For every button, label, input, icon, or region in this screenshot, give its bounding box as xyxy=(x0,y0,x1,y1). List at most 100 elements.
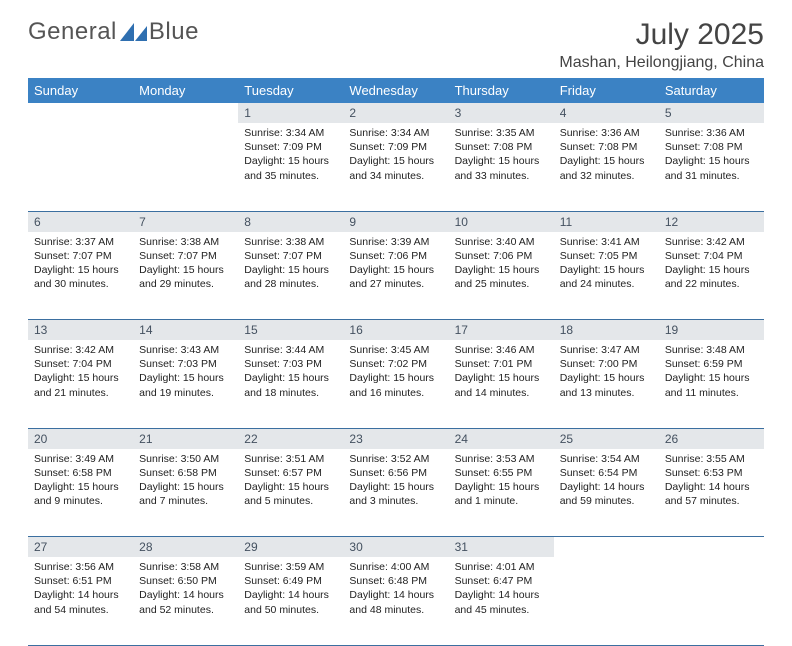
day-details: Sunrise: 3:42 AMSunset: 7:04 PMDaylight:… xyxy=(659,232,764,298)
day-number: 26 xyxy=(659,429,764,449)
day-cell: Sunrise: 3:36 AMSunset: 7:08 PMDaylight:… xyxy=(554,123,659,211)
weekday-header-row: Sunday Monday Tuesday Wednesday Thursday… xyxy=(28,78,764,103)
day-cell: Sunrise: 3:34 AMSunset: 7:09 PMDaylight:… xyxy=(238,123,343,211)
day-details: Sunrise: 3:58 AMSunset: 6:50 PMDaylight:… xyxy=(133,557,238,623)
day-number: 12 xyxy=(659,212,764,232)
weekday-header: Friday xyxy=(554,78,659,103)
sunset-text: Sunset: 6:49 PM xyxy=(244,574,337,588)
sunrise-text: Sunrise: 3:44 AM xyxy=(244,343,337,357)
daylight-text: Daylight: 15 hours and 32 minutes. xyxy=(560,154,653,182)
day-number: 31 xyxy=(449,537,554,557)
day-cell: Sunrise: 3:56 AMSunset: 6:51 PMDaylight:… xyxy=(28,557,133,645)
weekday-header: Sunday xyxy=(28,78,133,103)
sunrise-text: Sunrise: 3:58 AM xyxy=(139,560,232,574)
day-cell: Sunrise: 3:46 AMSunset: 7:01 PMDaylight:… xyxy=(449,340,554,428)
day-details: Sunrise: 3:51 AMSunset: 6:57 PMDaylight:… xyxy=(238,449,343,515)
sunrise-text: Sunrise: 3:51 AM xyxy=(244,452,337,466)
day-number: 5 xyxy=(659,103,764,123)
sail-icon xyxy=(120,23,148,41)
day-details: Sunrise: 3:37 AMSunset: 7:07 PMDaylight:… xyxy=(28,232,133,298)
weekday-header: Monday xyxy=(133,78,238,103)
sunrise-text: Sunrise: 3:43 AM xyxy=(139,343,232,357)
daylight-text: Daylight: 15 hours and 16 minutes. xyxy=(349,371,442,399)
day-details: Sunrise: 3:38 AMSunset: 7:07 PMDaylight:… xyxy=(238,232,343,298)
day-details: Sunrise: 3:56 AMSunset: 6:51 PMDaylight:… xyxy=(28,557,133,623)
day-cell: Sunrise: 3:50 AMSunset: 6:58 PMDaylight:… xyxy=(133,449,238,537)
daylight-text: Daylight: 15 hours and 9 minutes. xyxy=(34,480,127,508)
day-cell: Sunrise: 3:48 AMSunset: 6:59 PMDaylight:… xyxy=(659,340,764,428)
day-details: Sunrise: 3:40 AMSunset: 7:06 PMDaylight:… xyxy=(449,232,554,298)
sunrise-text: Sunrise: 3:38 AM xyxy=(244,235,337,249)
daylight-text: Daylight: 15 hours and 18 minutes. xyxy=(244,371,337,399)
daynum-row: 2728293031 xyxy=(28,537,764,558)
sunset-text: Sunset: 7:06 PM xyxy=(455,249,548,263)
day-number: 1 xyxy=(238,103,343,123)
day-cell: Sunrise: 3:45 AMSunset: 7:02 PMDaylight:… xyxy=(343,340,448,428)
day-details: Sunrise: 3:45 AMSunset: 7:02 PMDaylight:… xyxy=(343,340,448,406)
day-cell xyxy=(554,557,659,645)
day-details: Sunrise: 3:50 AMSunset: 6:58 PMDaylight:… xyxy=(133,449,238,515)
day-cell: Sunrise: 3:53 AMSunset: 6:55 PMDaylight:… xyxy=(449,449,554,537)
day-cell: Sunrise: 3:36 AMSunset: 7:08 PMDaylight:… xyxy=(659,123,764,211)
sunset-text: Sunset: 7:04 PM xyxy=(665,249,758,263)
sunset-text: Sunset: 7:08 PM xyxy=(560,140,653,154)
daylight-text: Daylight: 15 hours and 3 minutes. xyxy=(349,480,442,508)
day-details: Sunrise: 3:49 AMSunset: 6:58 PMDaylight:… xyxy=(28,449,133,515)
sunset-text: Sunset: 6:50 PM xyxy=(139,574,232,588)
sunrise-text: Sunrise: 3:35 AM xyxy=(455,126,548,140)
day-number xyxy=(659,537,764,543)
day-number: 28 xyxy=(133,537,238,557)
title-block: July 2025 Mashan, Heilongjiang, China xyxy=(559,18,764,72)
day-details: Sunrise: 3:38 AMSunset: 7:07 PMDaylight:… xyxy=(133,232,238,298)
day-cell: Sunrise: 3:58 AMSunset: 6:50 PMDaylight:… xyxy=(133,557,238,645)
day-number: 23 xyxy=(343,429,448,449)
day-details: Sunrise: 3:39 AMSunset: 7:06 PMDaylight:… xyxy=(343,232,448,298)
day-cell: Sunrise: 3:47 AMSunset: 7:00 PMDaylight:… xyxy=(554,340,659,428)
day-cell: Sunrise: 3:38 AMSunset: 7:07 PMDaylight:… xyxy=(238,232,343,320)
calendar-page: General Blue July 2025 Mashan, Heilongji… xyxy=(0,0,792,646)
daylight-text: Daylight: 15 hours and 33 minutes. xyxy=(455,154,548,182)
month-title: July 2025 xyxy=(559,18,764,52)
day-cell xyxy=(133,123,238,211)
day-cell: Sunrise: 3:43 AMSunset: 7:03 PMDaylight:… xyxy=(133,340,238,428)
sunrise-text: Sunrise: 3:36 AM xyxy=(560,126,653,140)
day-details: Sunrise: 3:34 AMSunset: 7:09 PMDaylight:… xyxy=(343,123,448,189)
day-number xyxy=(554,537,659,543)
sunset-text: Sunset: 7:07 PM xyxy=(34,249,127,263)
day-number: 16 xyxy=(343,320,448,340)
daylight-text: Daylight: 15 hours and 7 minutes. xyxy=(139,480,232,508)
sunrise-text: Sunrise: 3:47 AM xyxy=(560,343,653,357)
day-cell: Sunrise: 4:00 AMSunset: 6:48 PMDaylight:… xyxy=(343,557,448,645)
brand-word2: Blue xyxy=(149,18,199,46)
header: General Blue July 2025 Mashan, Heilongji… xyxy=(28,18,764,72)
day-number: 3 xyxy=(449,103,554,123)
sunset-text: Sunset: 7:02 PM xyxy=(349,357,442,371)
sunrise-text: Sunrise: 3:53 AM xyxy=(455,452,548,466)
sunrise-text: Sunrise: 3:50 AM xyxy=(139,452,232,466)
sunset-text: Sunset: 7:09 PM xyxy=(244,140,337,154)
day-details: Sunrise: 3:52 AMSunset: 6:56 PMDaylight:… xyxy=(343,449,448,515)
day-details: Sunrise: 3:44 AMSunset: 7:03 PMDaylight:… xyxy=(238,340,343,406)
sunrise-text: Sunrise: 4:00 AM xyxy=(349,560,442,574)
week-row: Sunrise: 3:56 AMSunset: 6:51 PMDaylight:… xyxy=(28,557,764,645)
sunrise-text: Sunrise: 3:34 AM xyxy=(349,126,442,140)
daynum-row: 13141516171819 xyxy=(28,320,764,341)
daylight-text: Daylight: 15 hours and 22 minutes. xyxy=(665,263,758,291)
day-number: 15 xyxy=(238,320,343,340)
sunset-text: Sunset: 7:03 PM xyxy=(139,357,232,371)
sunset-text: Sunset: 7:03 PM xyxy=(244,357,337,371)
day-cell: Sunrise: 3:35 AMSunset: 7:08 PMDaylight:… xyxy=(449,123,554,211)
day-details: Sunrise: 3:35 AMSunset: 7:08 PMDaylight:… xyxy=(449,123,554,189)
daylight-text: Daylight: 15 hours and 30 minutes. xyxy=(34,263,127,291)
day-details: Sunrise: 3:34 AMSunset: 7:09 PMDaylight:… xyxy=(238,123,343,189)
daylight-text: Daylight: 15 hours and 14 minutes. xyxy=(455,371,548,399)
sunset-text: Sunset: 6:55 PM xyxy=(455,466,548,480)
sunset-text: Sunset: 7:04 PM xyxy=(34,357,127,371)
sunset-text: Sunset: 7:08 PM xyxy=(665,140,758,154)
location-label: Mashan, Heilongjiang, China xyxy=(559,54,764,72)
daylight-text: Daylight: 15 hours and 11 minutes. xyxy=(665,371,758,399)
daylight-text: Daylight: 14 hours and 52 minutes. xyxy=(139,588,232,616)
day-cell xyxy=(28,123,133,211)
sunrise-text: Sunrise: 3:59 AM xyxy=(244,560,337,574)
day-details: Sunrise: 4:00 AMSunset: 6:48 PMDaylight:… xyxy=(343,557,448,623)
